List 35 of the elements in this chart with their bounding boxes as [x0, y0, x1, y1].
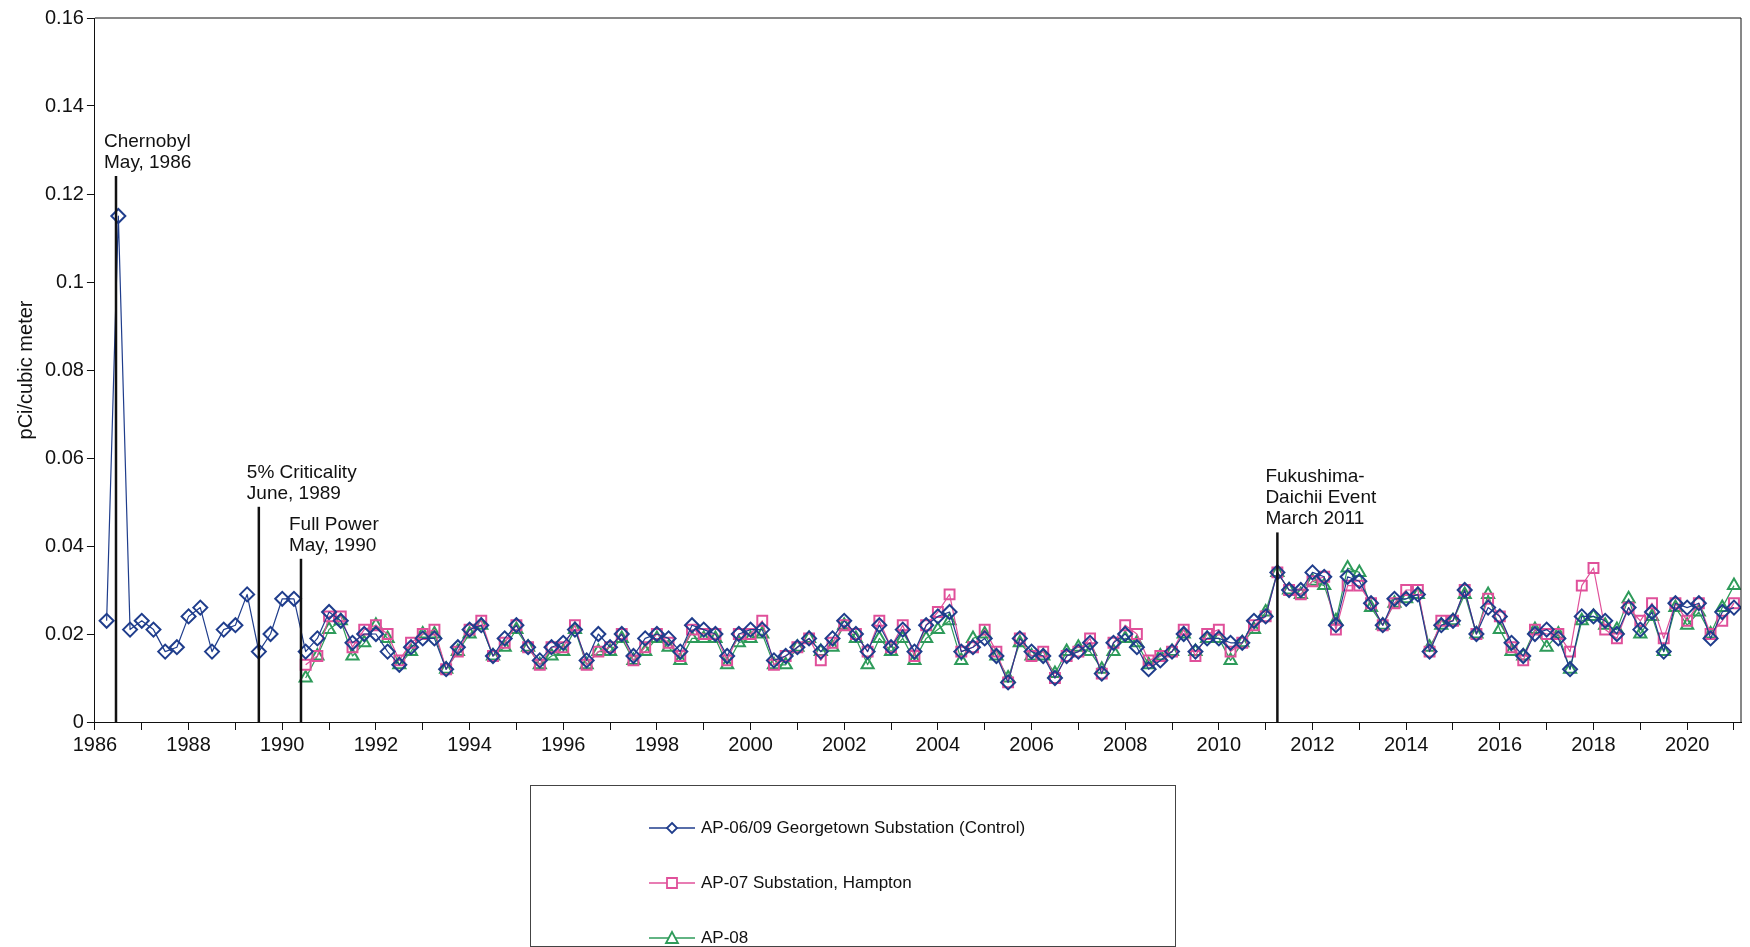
x-tick-label: 1996 [540, 732, 586, 755]
y-axis-title: pCi/cubic meter [13, 300, 36, 440]
x-tick-label: 2018 [1571, 732, 1616, 755]
y-tick-label: 0 [72, 709, 84, 732]
x-tick-label: 2006 [1009, 732, 1054, 755]
x-tick-label: 1988 [166, 732, 211, 755]
x-tick-label: 2016 [1477, 732, 1523, 755]
x-tick-label: 1998 [634, 732, 680, 755]
x-tick-label: 2020 [1664, 732, 1710, 755]
x-tick-label: 1986 [72, 732, 118, 755]
x-tick-label: 1992 [353, 732, 399, 755]
y-tick-label: 0.06 [44, 445, 84, 468]
x-tick-label: 1990 [260, 732, 305, 755]
ref-line-label: Fukushima- Daichii Event March 2011 [1265, 465, 1377, 529]
x-tick-label: 2000 [728, 732, 773, 755]
x-tick-label: 2008 [1102, 732, 1148, 755]
y-tick-label: 0.02 [44, 621, 84, 644]
y-tick-label: 0.04 [44, 533, 84, 556]
legend-label: AP-06/09 Georgetown Substation (Control) [701, 817, 1026, 838]
y-tick-label: 0.1 [56, 269, 84, 292]
x-tick-label: 2002 [821, 732, 867, 755]
legend-label: AP-07 Substation, Hampton [701, 872, 912, 893]
y-tick-label: 0.08 [44, 357, 84, 380]
x-tick-label: 2010 [1196, 732, 1242, 755]
y-tick-label: 0.14 [44, 93, 84, 116]
y-tick-label: 0.16 [44, 5, 84, 28]
x-tick-label: 2014 [1383, 732, 1429, 755]
y-tick-label: 0.12 [44, 181, 84, 204]
ref-line-label: Chernobyl May, 1986 [104, 129, 192, 172]
x-tick-label: 2004 [915, 732, 961, 755]
ref-line-label: 5% Criticality June, 1989 [246, 460, 358, 503]
ref-line-label: Full Power May, 1990 [288, 512, 380, 555]
x-tick-label: 2012 [1290, 732, 1335, 755]
legend-label: AP-08 [701, 927, 749, 947]
x-tick-label: 1994 [447, 732, 492, 755]
